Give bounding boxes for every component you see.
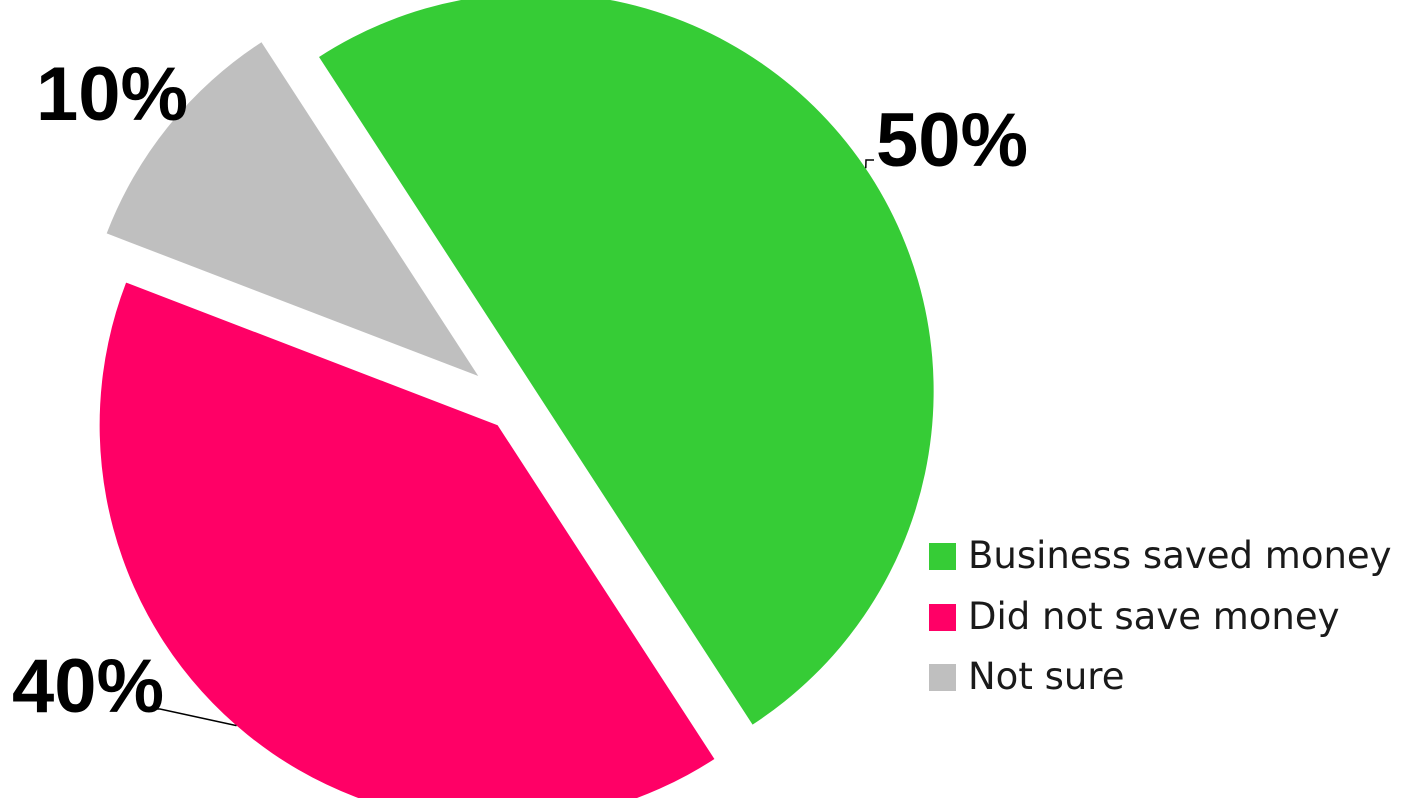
pie-slice-business-saved-money — [319, 0, 934, 725]
data-labels: 50% 40% 10% — [12, 52, 1028, 729]
leader-line-business-saved-money — [865, 159, 874, 169]
legend: Business saved money Did not save money … — [929, 534, 1392, 698]
legend-item-business-saved-money: Business saved money — [929, 534, 1392, 577]
leader-line-did-not-save-money — [148, 708, 237, 727]
legend-swatch-did-not-save-money — [929, 604, 956, 631]
legend-label-did-not-save-money: Did not save money — [968, 595, 1340, 638]
legend-label-business-saved-money: Business saved money — [968, 534, 1392, 577]
pie-slices — [99, 0, 934, 798]
legend-item-not-sure: Not sure — [929, 655, 1124, 698]
legend-label-not-sure: Not sure — [968, 655, 1124, 698]
leader-lines — [148, 159, 874, 727]
data-label-did-not-save-money: 40% — [12, 644, 164, 729]
pie-slice-not-sure — [106, 42, 479, 377]
legend-item-did-not-save-money: Did not save money — [929, 595, 1340, 638]
data-label-not-sure: 10% — [36, 52, 188, 137]
data-label-business-saved-money: 50% — [876, 98, 1028, 183]
legend-swatch-business-saved-money — [929, 543, 956, 570]
legend-swatch-not-sure — [929, 664, 956, 691]
pie-slice-did-not-save-money — [99, 282, 715, 798]
